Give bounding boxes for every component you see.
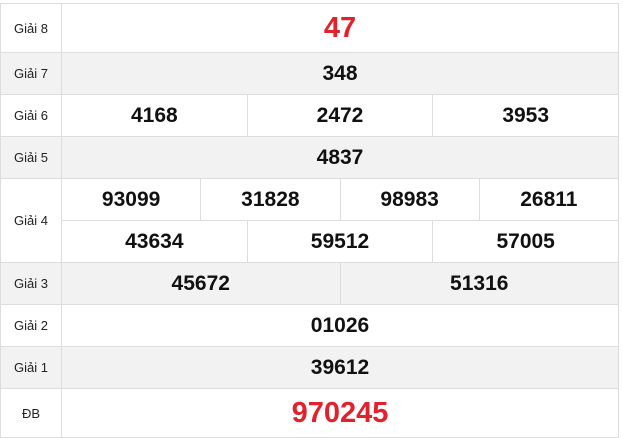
prize-values: 970245: [62, 389, 619, 437]
lottery-results-table: Giải 8 47 Giải 7 348 Giải 6 4168 2472 3953 Giải …: [0, 3, 620, 438]
prize-row: Giải 2 01026: [1, 305, 619, 347]
prize-subrow: 348: [62, 53, 619, 94]
prize-values: 01026: [62, 305, 619, 346]
prize-number: 3953: [433, 95, 620, 136]
prize-label: Giải 1: [1, 347, 62, 388]
prize-number: 47: [62, 4, 619, 52]
prize-number: 4168: [62, 95, 248, 136]
prize-values: 47: [62, 4, 619, 52]
prize-row: Giải 6 4168 2472 3953: [1, 95, 620, 137]
prize-number: 93099: [62, 179, 202, 220]
prize-values: 4168 2472 3953: [62, 95, 620, 136]
prize-label: Giải 6: [1, 95, 62, 136]
prize-values: 348: [62, 53, 619, 94]
prize-subrow: 01026: [62, 305, 619, 346]
prize-row: Giải 5 4837: [1, 137, 619, 179]
prize-subrow: 970245: [62, 389, 619, 437]
prize-number: 4837: [62, 137, 619, 178]
prize-subrow: 93099 31828 98983 26811: [62, 179, 619, 220]
prize-number: 01026: [62, 305, 619, 346]
prize-subrow: 4837: [62, 137, 619, 178]
prize-subrow: 4168 2472 3953: [62, 95, 620, 136]
prize-row: Giải 3 45672 51316: [1, 263, 619, 305]
prize-values: 39612: [62, 347, 619, 388]
prize-number: 31828: [201, 179, 341, 220]
prize-number: 57005: [433, 221, 620, 262]
prize-number: 348: [62, 53, 619, 94]
prize-number: 51316: [341, 263, 619, 304]
prize-row: Giải 1 39612: [1, 347, 619, 389]
prize-values: 93099 31828 98983 26811 43634 59512 57005: [62, 179, 620, 262]
prize-label: Giải 2: [1, 305, 62, 346]
prize-label: Giải 8: [1, 4, 62, 52]
prize-row: Giải 4 93099 31828 98983 26811 43634 59512 5700…: [1, 179, 620, 263]
prize-row: ĐB 970245: [1, 389, 619, 438]
prize-subrow: 43634 59512 57005: [62, 220, 620, 262]
prize-number: 39612: [62, 347, 619, 388]
prize-label: Giải 4: [1, 179, 62, 262]
prize-label: ĐB: [1, 389, 62, 437]
prize-subrow: 45672 51316: [62, 263, 619, 304]
prize-number: 43634: [62, 221, 248, 262]
special-prize-number: 970245: [62, 389, 619, 437]
prize-number: 26811: [480, 179, 619, 220]
prize-number: 98983: [341, 179, 480, 220]
prize-label: Giải 7: [1, 53, 62, 94]
prize-number: 45672: [62, 263, 341, 304]
prize-row: Giải 7 348: [1, 53, 619, 95]
prize-subrow: 47: [62, 4, 619, 52]
prize-label: Giải 5: [1, 137, 62, 178]
prize-values: 45672 51316: [62, 263, 619, 304]
prize-number: 2472: [248, 95, 434, 136]
prize-row: Giải 8 47: [1, 4, 619, 53]
prize-number: 59512: [248, 221, 434, 262]
prize-label: Giải 3: [1, 263, 62, 304]
prize-subrow: 39612: [62, 347, 619, 388]
prize-values: 4837: [62, 137, 619, 178]
